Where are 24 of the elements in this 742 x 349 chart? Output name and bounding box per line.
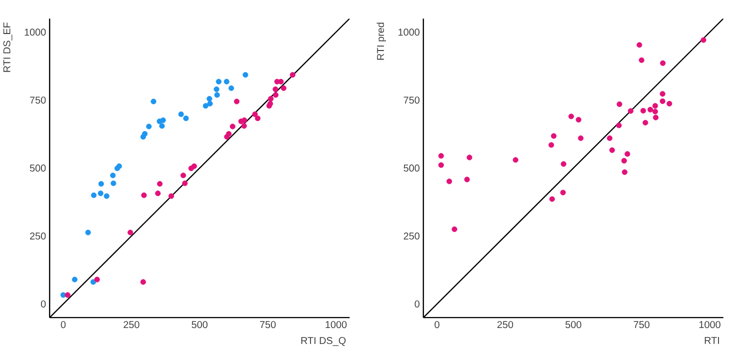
y-axis-title: RTI DS_EF bbox=[3, 22, 12, 72]
y-tick-label: 0 bbox=[40, 300, 46, 308]
y-tick-label: 500 bbox=[404, 164, 420, 172]
y-axis-title: RTI pred bbox=[376, 22, 386, 60]
y-tick-label: 1000 bbox=[398, 28, 420, 36]
x-tick-label: 0 bbox=[60, 320, 66, 328]
y-tick-label: 750 bbox=[404, 96, 420, 104]
x-axis-title: RTI DS_Q bbox=[301, 336, 346, 346]
y-tick-label: 500 bbox=[30, 164, 46, 172]
x-tick-label: 750 bbox=[634, 320, 650, 328]
x-tick-label: 250 bbox=[124, 320, 140, 328]
x-axis-title: RTI bbox=[704, 336, 719, 344]
x-tick-label: 500 bbox=[192, 320, 208, 328]
x-tick-label: 0 bbox=[434, 320, 440, 328]
x-tick-label: 1000 bbox=[326, 320, 347, 328]
y-tick-label: 0 bbox=[414, 300, 420, 308]
x-tick-label: 500 bbox=[566, 320, 582, 328]
y-tick-label: 750 bbox=[30, 96, 46, 104]
y-tick-label: 250 bbox=[30, 232, 46, 240]
x-tick-label: 750 bbox=[260, 320, 276, 328]
y-tick-label: 250 bbox=[404, 232, 420, 240]
x-tick-label: 250 bbox=[497, 320, 514, 328]
x-tick-label: 1000 bbox=[699, 320, 720, 328]
y-tick-label: 1000 bbox=[24, 28, 46, 36]
